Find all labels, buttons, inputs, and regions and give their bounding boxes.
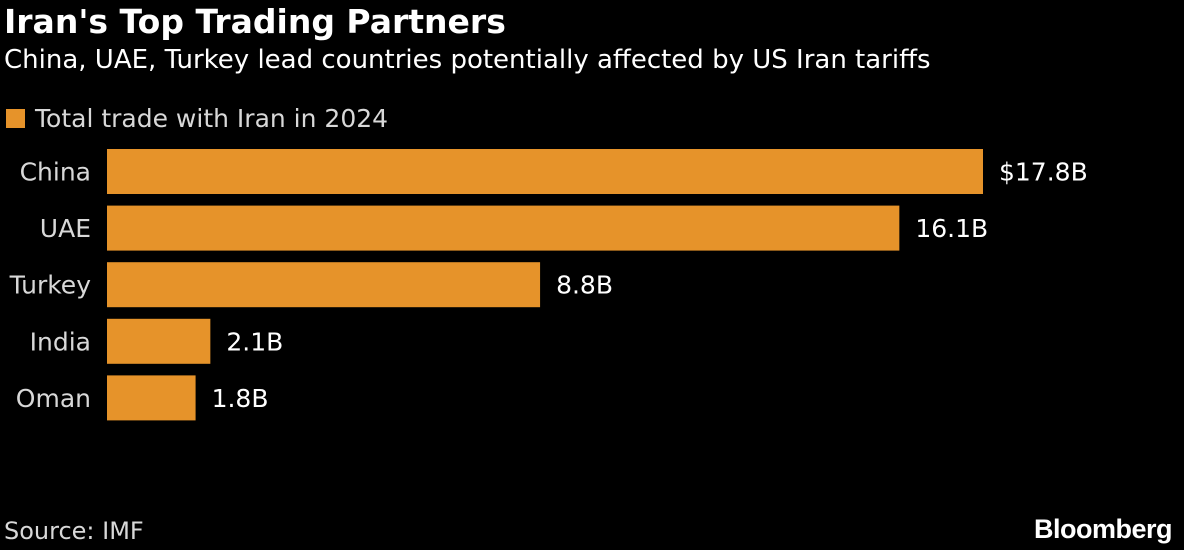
value-label-china: $17.8B [999,158,1088,187]
bar-china [107,149,983,194]
value-label-uae: 16.1B [915,214,988,243]
bar-uae [107,205,900,251]
legend: Total trade with Iran in 2024 [6,101,388,135]
value-label-turkey: 8.8B [556,271,613,300]
chart-subtitle: China, UAE, Turkey lead countries potent… [4,45,931,75]
category-label-india: India [30,327,91,356]
category-label-uae: UAE [40,214,91,243]
chart-title: Iran's Top Trading Partners [4,2,506,41]
source-note: Source: IMF [4,517,144,545]
value-label-oman: 1.8B [212,384,269,413]
bar-turkey [107,262,541,308]
bloomberg-logo: Bloomberg [1033,514,1173,544]
bar-india [107,318,211,364]
category-label-turkey: Turkey [9,271,92,300]
bar-oman [107,375,196,421]
legend-label: Total trade with Iran in 2024 [35,103,389,133]
value-label-india: 2.1B [226,327,283,356]
category-label-china: China [20,158,91,187]
category-label-oman: Oman [16,384,91,413]
legend-swatch [6,108,25,128]
